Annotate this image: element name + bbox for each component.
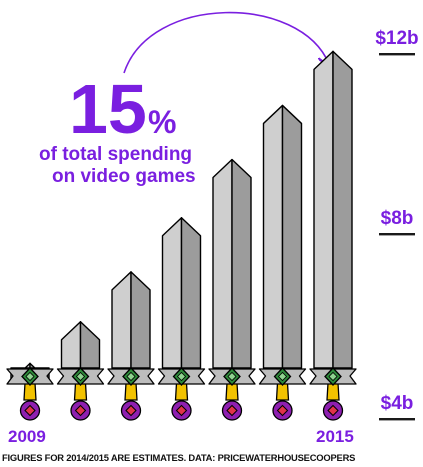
bar-sword-2011: [107, 271, 155, 421]
x-tick-label-2009: 2009: [8, 427, 46, 446]
bar-sword-2013: [208, 158, 256, 421]
bar-sword-2009: [6, 362, 54, 421]
sword-bar-chart: 15 % of total spending on video games $4…: [6, 11, 419, 446]
y-tick-label-4: $4b: [381, 393, 414, 414]
annotation-text-line2: on video games: [52, 166, 196, 187]
annotation-unit: %: [148, 104, 176, 140]
annotation-text-line1: of total spending: [39, 144, 192, 165]
y-axis: $4b $8b $12b: [375, 28, 419, 421]
bar-sword-2014: [258, 104, 307, 421]
bar-sword-2012: [157, 217, 206, 421]
annotation-value: 15: [69, 70, 147, 148]
x-tick-label-2015: 2015: [316, 427, 354, 446]
bar-group: [6, 50, 357, 421]
bar-sword-2010: [56, 321, 105, 421]
annotation-arrow: [123, 11, 329, 74]
y-tick-label-8: $8b: [381, 208, 414, 229]
y-tick-rule-8: [379, 233, 415, 236]
x-axis: 2009 2015: [8, 427, 354, 446]
bar-sword-2015: [309, 50, 357, 421]
y-tick-rule-4: [379, 418, 415, 421]
y-tick-rule-12: [379, 53, 415, 56]
source-footnote: FIGURES FOR 2014/2015 ARE ESTIMATES. DAT…: [2, 452, 356, 463]
y-tick-label-12: $12b: [375, 28, 418, 49]
